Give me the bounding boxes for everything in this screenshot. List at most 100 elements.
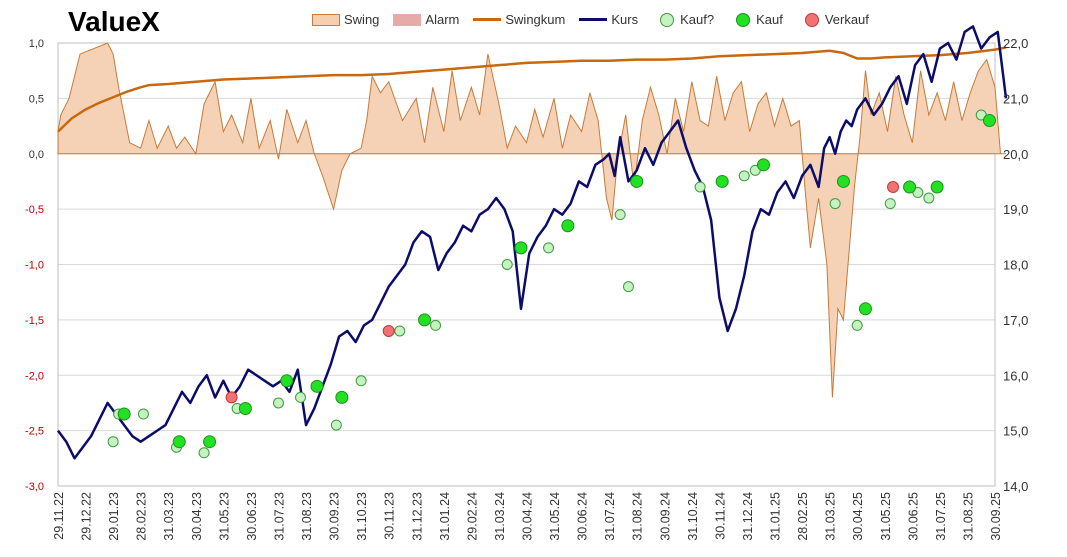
marker-kauf-q [829, 198, 841, 210]
marker-kauf [335, 390, 349, 404]
legend-label: Verkauf [824, 12, 869, 27]
legend-swatch [579, 18, 608, 21]
x-tick-label: 31.12.23 [410, 492, 424, 541]
y-right-tick-label: 19,0 [1003, 202, 1028, 217]
y-right-tick-label: 15,0 [1003, 424, 1028, 439]
y-left-tick-label: -0,5 [25, 204, 44, 216]
marker-kauf [836, 174, 850, 188]
marker-kauf-q [198, 447, 210, 459]
x-tick-label: 31.12.24 [741, 492, 755, 541]
y-left-tick-label: -2,5 [25, 426, 44, 438]
legend-item-swingkum: Swingkum [473, 12, 565, 27]
y-right-tick-label: 14,0 [1003, 479, 1028, 494]
x-tick-label: 29.02.24 [465, 492, 479, 541]
y-right-tick-label: 16,0 [1003, 368, 1028, 383]
legend-swatch [393, 13, 422, 26]
legend-item-alarm: Alarm [393, 12, 459, 27]
x-tick-label: 31.10.24 [686, 492, 700, 541]
x-tick-label: 31.08.23 [300, 492, 314, 541]
y-left-tick-label: 1,0 [29, 38, 44, 50]
legend-swatch [736, 12, 751, 27]
marker-kauf [903, 180, 917, 194]
legend-item-kauf: Kauf? [652, 12, 714, 27]
series-swing-area [57, 42, 1007, 398]
marker-kauf [630, 174, 644, 188]
y-left-tick-label: -1,5 [25, 315, 44, 327]
marker-kauf [561, 219, 575, 233]
x-tick-label: 30.09.25 [989, 492, 1003, 541]
plot-area [57, 42, 996, 487]
series-swingkum-line [57, 46, 1007, 133]
legend-swatch [804, 12, 819, 27]
marker-kauf [757, 158, 771, 172]
x-tick-label: 30.09.23 [328, 492, 342, 541]
series-kurs-line [56, 25, 1008, 460]
marker-kauf-q [622, 281, 634, 293]
x-tick-label: 31.07.25 [934, 492, 948, 541]
x-tick-label: 30.09.24 [658, 492, 672, 541]
marker-kauf-q [884, 198, 896, 210]
x-tick-label: 31.08.24 [631, 492, 645, 541]
x-tick-label: 30.06.24 [576, 492, 590, 541]
marker-kauf [858, 302, 872, 316]
marker-kauf [280, 374, 294, 388]
x-tick-label: 28.02.25 [796, 492, 810, 541]
legend-label: Kauf? [680, 12, 715, 27]
marker-kauf-q [330, 419, 342, 431]
marker-kauf-q [738, 170, 750, 182]
y-left-tick-label: -1,0 [25, 260, 44, 272]
x-tick-label: 30.04.23 [190, 492, 204, 541]
y-right-tick-label: 18,0 [1003, 258, 1028, 273]
marker-kauf-q [272, 397, 284, 409]
y-left-tick-label: -2,0 [25, 370, 44, 382]
marker-kauf [982, 114, 996, 128]
legend-swatch [473, 18, 502, 21]
x-tick-label: 31.03.25 [824, 492, 838, 541]
marker-kauf-q [295, 391, 307, 403]
marker-kauf-q [614, 209, 626, 221]
x-tick-label: 31.07.23 [272, 492, 286, 541]
marker-verkauf [382, 324, 395, 337]
x-tick-label: 31.10.23 [355, 492, 369, 541]
marker-verkauf [225, 391, 238, 404]
legend-swatch [660, 12, 675, 27]
x-tick-label: 31.01.25 [769, 492, 783, 541]
legend-swatch [312, 13, 340, 26]
chart-title: ValueX [68, 6, 160, 37]
x-tick-label: 31.03.24 [493, 492, 507, 541]
marker-kauf [172, 435, 186, 449]
x-tick-label: 31.03.23 [162, 492, 176, 541]
x-tick-label: 31.05.25 [879, 492, 893, 541]
y-left-tick-label: 0,5 [29, 93, 44, 105]
marker-kauf [930, 180, 944, 194]
y-right-tick-label: 20,0 [1003, 147, 1028, 162]
marker-kauf [310, 379, 324, 393]
marker-kauf-q [430, 319, 442, 331]
y-right-tick-label: 22,0 [1003, 36, 1028, 51]
x-tick-label: 30.11.24 [713, 492, 727, 540]
x-tick-label: 29.01.23 [107, 492, 121, 541]
x-tick-label: 30.11.23 [383, 492, 397, 540]
legend-item-verkauf: Verkauf [797, 12, 869, 27]
legend-label: Swingkum [505, 12, 566, 27]
marker-kauf-q [923, 192, 935, 204]
marker-kauf [514, 241, 528, 255]
x-tick-label: 31.01.24 [438, 492, 452, 541]
x-tick-label: 30.04.24 [521, 492, 535, 541]
marker-verkauf [887, 180, 900, 193]
marker-kauf-q [355, 375, 367, 387]
marker-kauf-q [543, 242, 555, 254]
marker-kauf [715, 174, 729, 188]
marker-kauf-q [107, 436, 119, 448]
y-left-tick-label: 0,0 [29, 149, 44, 161]
x-tick-label: 29.12.22 [80, 492, 94, 541]
legend-item-swing: Swing [312, 12, 379, 27]
marker-kauf-q [137, 408, 149, 420]
y-left-tick-label: -3,0 [25, 481, 44, 493]
y-right-tick-label: 21,0 [1003, 91, 1028, 106]
marker-kauf-q [394, 325, 406, 337]
x-tick-label: 31.08.25 [961, 492, 975, 541]
marker-kauf [117, 407, 131, 421]
